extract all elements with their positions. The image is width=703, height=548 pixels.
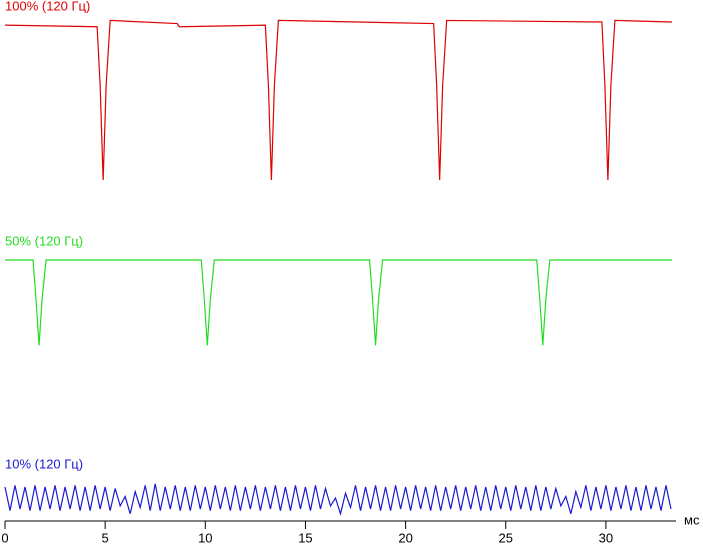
- x-tick-label: 5: [102, 530, 109, 545]
- x-tick-label: 20: [398, 530, 412, 545]
- trace: [4, 483, 672, 517]
- series-label: 10% (120 Гц): [5, 456, 83, 471]
- trace: [4, 19, 673, 181]
- x-tick-label: 30: [599, 530, 613, 545]
- x-axis-label: мс: [684, 512, 700, 527]
- x-tick-label: 10: [198, 530, 212, 545]
- trace: [5, 259, 672, 346]
- series-label: 50% (120 Гц): [5, 233, 83, 248]
- x-tick-label: 0: [1, 530, 8, 545]
- x-tick-label: 15: [298, 530, 312, 545]
- x-tick-label: 25: [499, 530, 513, 545]
- series-label: 100% (120 Гц): [5, 0, 90, 13]
